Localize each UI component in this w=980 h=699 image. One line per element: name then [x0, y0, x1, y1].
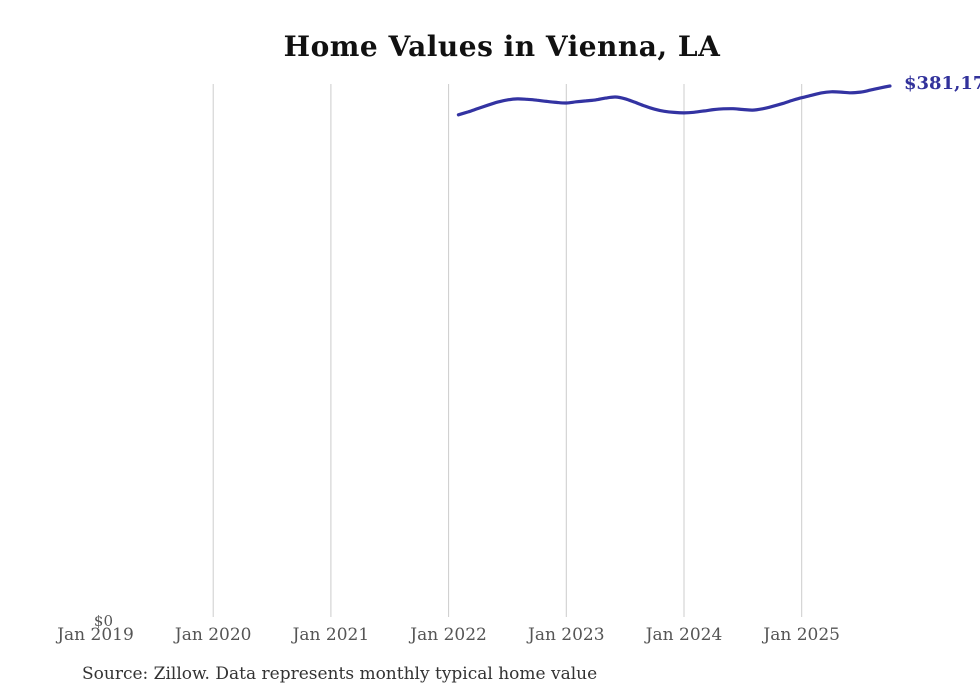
- x-axis-label: Jan 2019: [55, 625, 134, 645]
- source-note: Source: Zillow. Data represents monthly …: [82, 664, 598, 684]
- y-axis-zero-label: $0: [94, 612, 113, 630]
- x-axis-label: Jan 2020: [173, 625, 252, 645]
- value-line: [456, 84, 892, 117]
- x-axis-label: Jan 2021: [291, 625, 370, 645]
- x-axis-label: Jan 2022: [408, 625, 487, 645]
- x-axis-label: Jan 2025: [761, 625, 840, 645]
- x-axis-label: Jan 2023: [526, 625, 605, 645]
- end-value-label: $381,177: [904, 73, 980, 94]
- x-axis-label: Jan 2024: [644, 625, 723, 645]
- page-title: Home Values in Vienna, LA: [283, 30, 721, 63]
